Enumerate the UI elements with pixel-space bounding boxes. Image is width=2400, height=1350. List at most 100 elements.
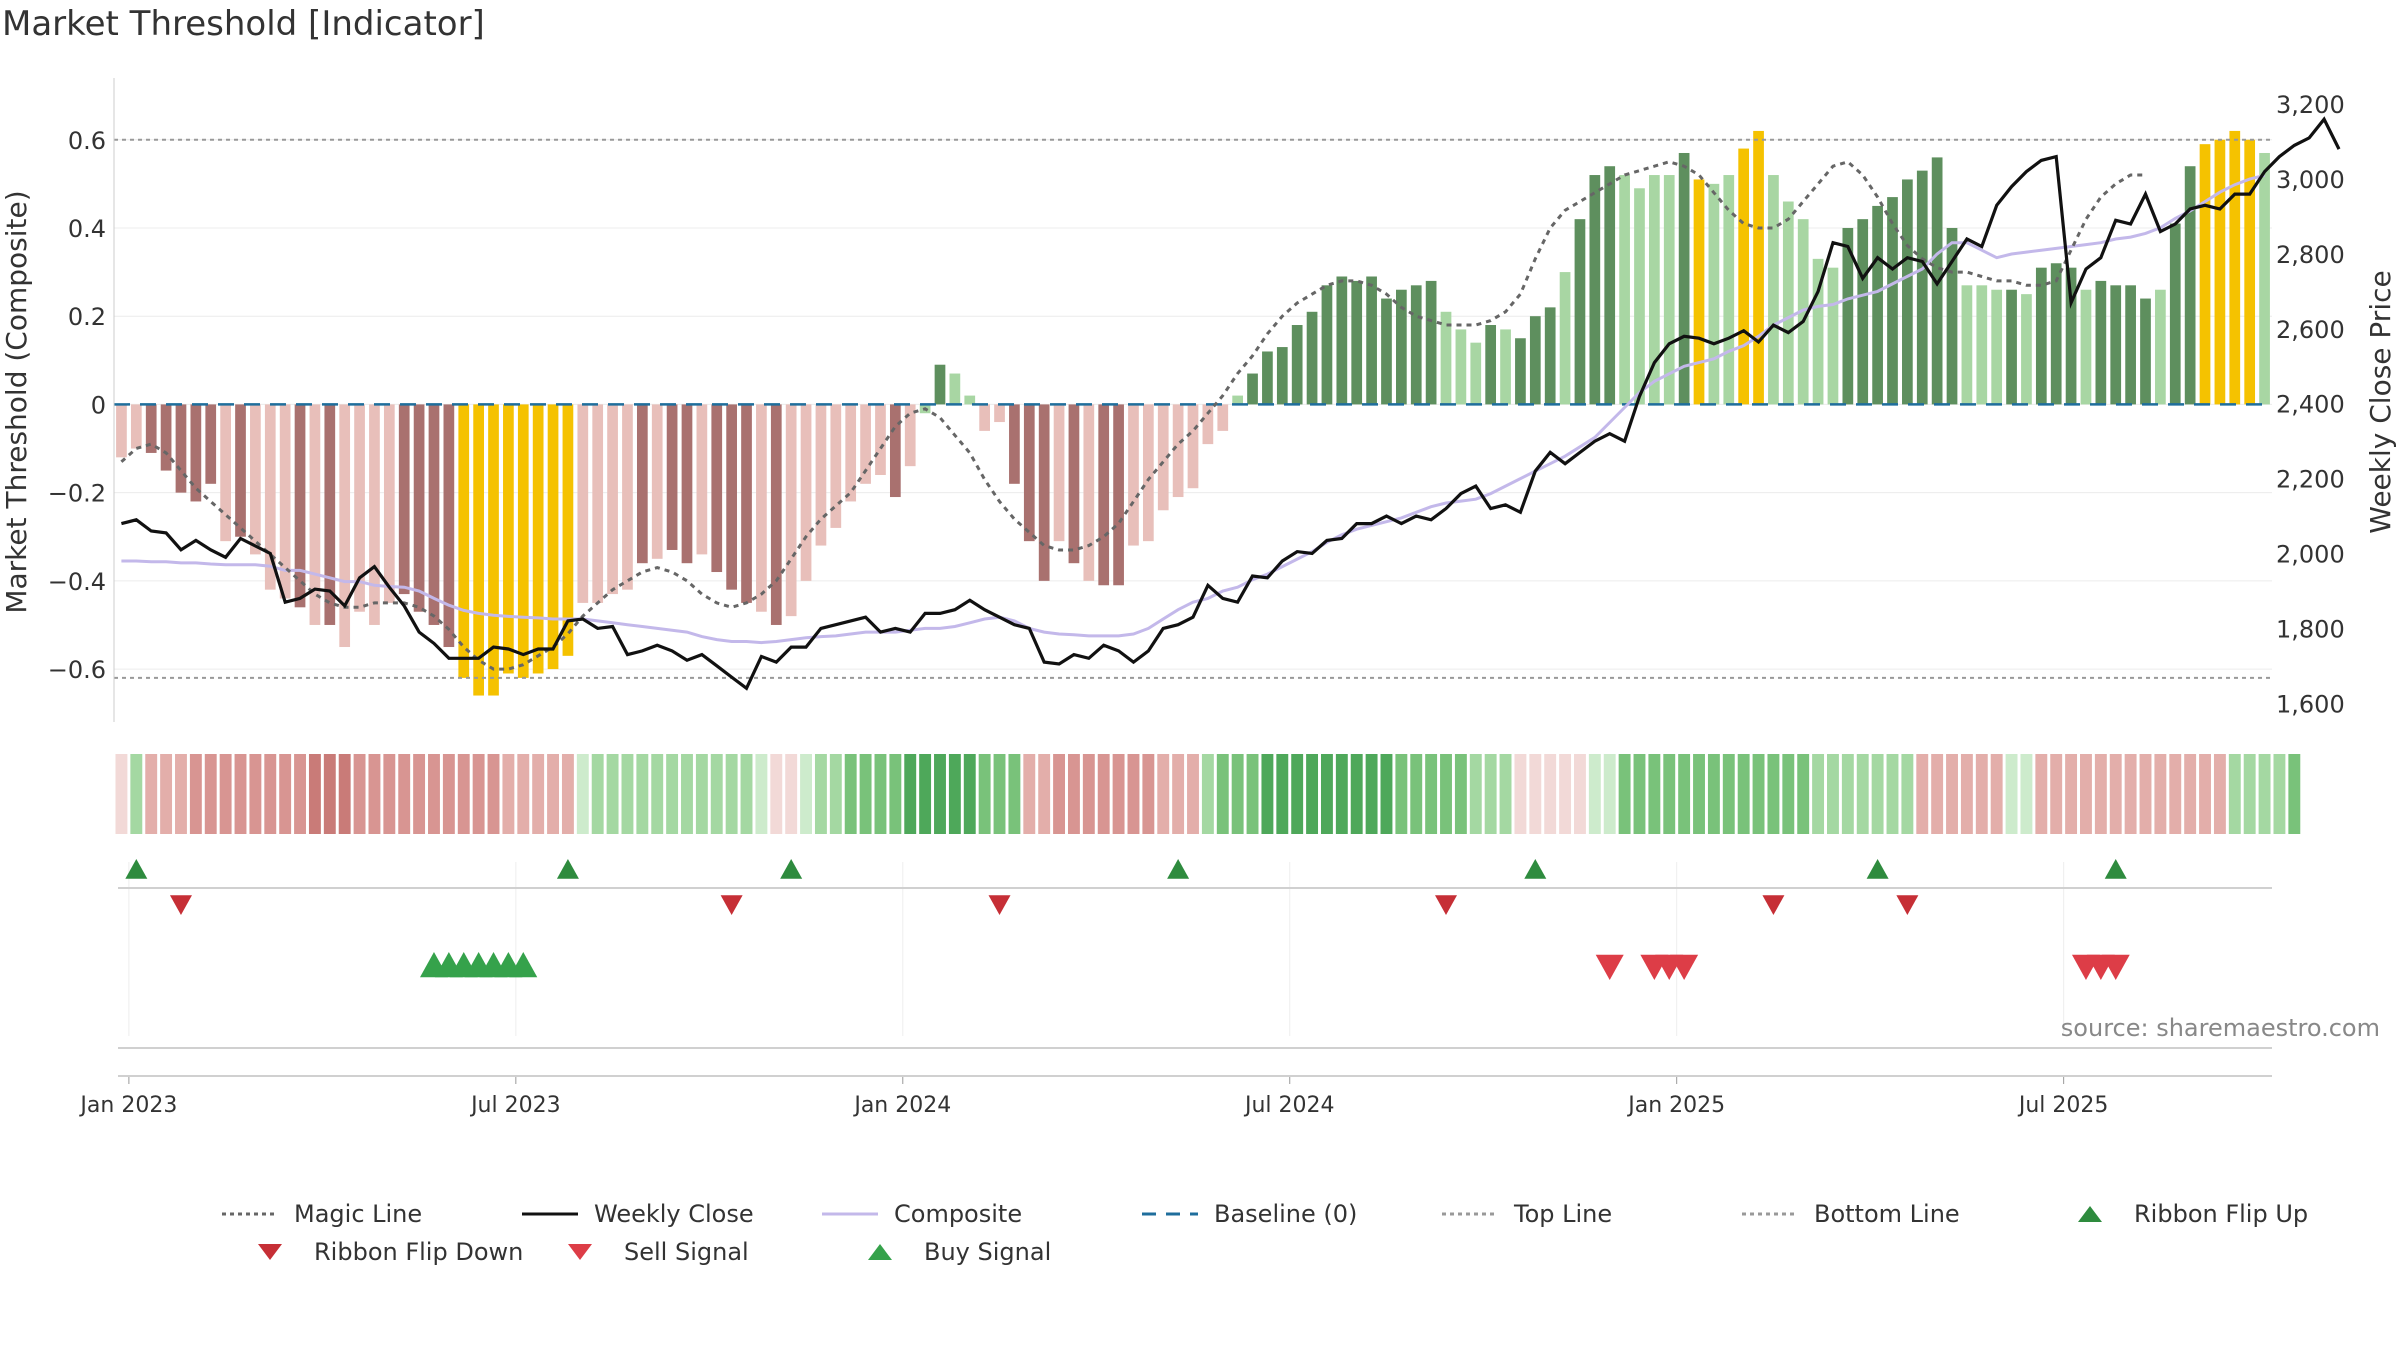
composite-bar <box>503 404 514 674</box>
composite-bar <box>2244 139 2256 405</box>
composite-bar <box>741 404 752 603</box>
ribbon-cell <box>547 754 559 834</box>
composite-bar <box>2229 130 2241 405</box>
composite-bar <box>1053 404 1065 542</box>
composite-bar <box>1857 219 1869 405</box>
ribbon-cell <box>1901 754 1914 834</box>
composite-bar <box>1649 175 1660 405</box>
ribbon-cell <box>2124 754 2137 834</box>
ribbon-cell <box>2109 754 2122 834</box>
ribbon-cell <box>2080 754 2092 834</box>
ribbon-cell <box>532 754 545 834</box>
ribbon-cell <box>2273 754 2286 834</box>
ribbon-cell <box>1678 754 1691 834</box>
ribbon-cell <box>2243 754 2256 834</box>
triangle-up-icon <box>2078 1206 2102 1222</box>
ribbon-cell <box>1350 754 1363 834</box>
ribbon-cell <box>502 754 515 834</box>
composite-bar <box>1351 280 1363 405</box>
ribbon-flip-up-marker <box>1167 859 1190 879</box>
left-tick-label: 0.4 <box>68 215 106 243</box>
left-tick-label: 0.2 <box>68 303 106 331</box>
composite-bar <box>934 364 946 405</box>
composite-bar <box>756 404 767 612</box>
right-tick-label: 3,200 <box>2276 91 2345 119</box>
ribbon-cell <box>934 754 946 834</box>
left-tick-label: −0.4 <box>48 568 106 596</box>
composite-bar <box>1842 227 1854 405</box>
ribbon-cell <box>1737 754 1750 834</box>
composite-bar <box>2214 139 2226 405</box>
triangle-up-icon <box>868 1244 892 1260</box>
ribbon-cell <box>2199 754 2211 834</box>
ribbon-cell <box>889 754 902 834</box>
right-axis-label: Weekly Close Price <box>2364 270 2397 533</box>
composite-bar <box>830 404 842 528</box>
ribbon-cell <box>1097 754 1110 834</box>
composite-bar <box>160 404 172 471</box>
ribbon-cell <box>130 754 143 834</box>
ribbon-cell <box>2139 754 2152 834</box>
ribbon-cell <box>1693 754 1705 834</box>
ribbon-cell <box>1797 754 1810 834</box>
dashed-line-icon <box>1142 1212 1198 1216</box>
composite-bar <box>1217 404 1229 431</box>
legend-label: Composite <box>894 1200 1023 1228</box>
ribbon-cell <box>1172 754 1185 834</box>
composite-bar <box>398 404 410 595</box>
legend-label: Weekly Close <box>594 1200 754 1228</box>
composite-bar <box>1128 404 1139 546</box>
dotted-line-icon <box>1442 1212 1498 1216</box>
ribbon-cell <box>591 754 604 834</box>
composite-bar <box>696 404 708 555</box>
composite-bar <box>1113 404 1124 586</box>
ribbon-cell <box>1484 754 1497 834</box>
ribbon-cell <box>1276 754 1289 834</box>
right-tick-label: 2,800 <box>2276 241 2345 269</box>
ribbon-cell <box>725 754 738 834</box>
ribbon-cell <box>1380 754 1393 834</box>
composite-bar <box>175 404 187 493</box>
composite-bar <box>1961 285 1973 405</box>
composite-bar <box>1782 201 1794 405</box>
composite-bar <box>1396 289 1407 405</box>
composite-bar <box>800 404 812 581</box>
ribbon-cell <box>2288 754 2301 834</box>
legend-label: Ribbon Flip Down <box>314 1238 524 1266</box>
legend-label: Ribbon Flip Up <box>2134 1200 2309 1228</box>
composite-bar <box>354 404 365 612</box>
composite-bar <box>1098 404 1110 586</box>
ribbon-cell <box>1008 754 1021 834</box>
composite-bar <box>1009 404 1020 484</box>
triangle-down-icon <box>258 1244 282 1260</box>
ribbon-cell <box>844 754 857 834</box>
ribbon-cell <box>234 754 247 834</box>
composite-bar <box>785 404 797 617</box>
ribbon-cell <box>2020 754 2033 834</box>
ribbon-cell <box>978 754 991 834</box>
ribbon-cell <box>1782 754 1795 834</box>
legend-item: Ribbon Flip Up <box>2060 1200 2308 1228</box>
ribbon-cell <box>1023 754 1036 834</box>
composite-bar <box>1589 175 1601 405</box>
composite-bar <box>428 404 440 625</box>
ribbon-cell <box>1216 754 1229 834</box>
legend-label: Bottom Line <box>1814 1200 1960 1228</box>
composite-bar <box>1262 351 1273 405</box>
right-tick-label: 3,000 <box>2276 166 2345 194</box>
composite-bar <box>547 404 559 670</box>
ribbon-flip-up-marker <box>125 859 148 879</box>
composite-bar <box>979 404 990 431</box>
ribbon-cell <box>919 754 932 834</box>
right-tick-label: 1,800 <box>2276 615 2345 643</box>
composite-bar <box>1544 307 1556 405</box>
ribbon-cell <box>1856 754 1869 834</box>
ribbon-cell <box>1707 754 1720 834</box>
composite-bar <box>592 404 604 603</box>
chart-title: Market Threshold [Indicator] <box>2 4 485 44</box>
axes-layer: 0.6 0.4 0.2 0 −0.2 −0.4 −0.6 3,200 3,000 2,800 2,6… <box>48 78 2345 1118</box>
ribbon-cell <box>1633 754 1646 834</box>
composite-bar <box>1887 197 1898 405</box>
composite-bar <box>711 404 723 573</box>
composite-bar <box>2035 267 2047 405</box>
